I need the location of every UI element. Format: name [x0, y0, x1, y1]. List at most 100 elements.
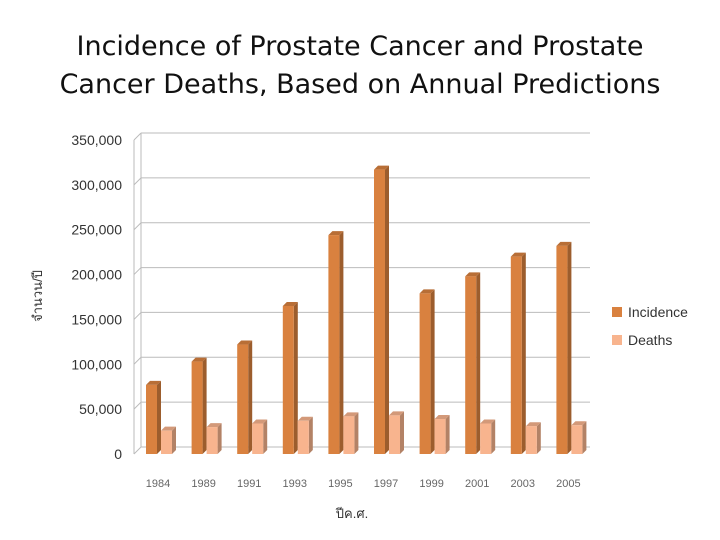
legend-item-deaths: Deaths — [612, 332, 672, 348]
bar-top — [419, 289, 435, 294]
bar-side — [536, 422, 541, 454]
bar-side — [202, 357, 207, 454]
bar-front — [374, 169, 385, 454]
bar-front — [282, 305, 294, 454]
bar-top — [252, 419, 268, 424]
legend-label: Incidence — [628, 304, 688, 320]
y-tick-label: 200,000 — [71, 267, 122, 283]
bar-side — [400, 411, 404, 454]
bar-side — [354, 412, 359, 454]
gridline-depth — [133, 312, 142, 320]
bar-side — [476, 272, 481, 454]
bar-side — [567, 241, 572, 454]
bar-side — [217, 423, 222, 454]
bar-front — [556, 245, 568, 454]
bar-top — [434, 415, 450, 420]
bar-front — [419, 293, 431, 454]
bar-deaths-1995 — [343, 412, 359, 454]
bar-side — [263, 419, 268, 454]
bar-front — [525, 426, 537, 454]
gridline-depth — [133, 222, 142, 231]
bar-front — [191, 361, 203, 454]
bar-side — [521, 252, 526, 454]
bar-front — [297, 420, 309, 454]
bar-top — [465, 272, 481, 277]
bar-top — [389, 411, 404, 416]
bar-top — [282, 301, 298, 306]
x-tick-label: 1984 — [146, 478, 170, 490]
bar-front — [206, 427, 218, 454]
bar-incidence-2001 — [465, 272, 481, 454]
legend-swatch — [612, 335, 622, 345]
bar-top — [480, 419, 496, 424]
x-tick-label: 1997 — [374, 478, 398, 490]
bar-top — [191, 357, 207, 362]
bar-front — [389, 415, 400, 454]
bar-incidence-2003 — [510, 252, 526, 454]
bar-incidence-1995 — [328, 231, 344, 454]
y-axis-label: จำนวน/ปี — [30, 270, 45, 322]
bar-front — [480, 423, 492, 454]
bar-top — [571, 421, 587, 426]
bar-incidence-1989 — [191, 357, 207, 454]
bar-side — [430, 289, 435, 454]
bar-deaths-1999 — [434, 415, 450, 454]
y-tick-label: 50,000 — [79, 401, 122, 417]
y-tick-label: 100,000 — [71, 356, 122, 372]
bar-side — [339, 231, 344, 454]
legend: Incidence Deaths — [612, 304, 688, 348]
bar-deaths-1989 — [206, 423, 222, 454]
bars — [146, 165, 587, 454]
bar-incidence-1997 — [374, 165, 389, 454]
bar-front — [510, 256, 522, 454]
bar-deaths-1991 — [252, 419, 268, 454]
x-tick-label: 2001 — [465, 478, 489, 490]
chart-title-line-2: Cancer Deaths, Based on Annual Predictio… — [59, 69, 661, 100]
bar-front — [237, 344, 249, 454]
y-tick-label: 0 — [114, 446, 122, 462]
bar-deaths-1984 — [161, 426, 176, 454]
x-tick-label: 1999 — [419, 478, 443, 490]
bar-side — [172, 426, 176, 454]
legend-label: Deaths — [628, 332, 672, 348]
bar-front — [343, 416, 355, 454]
x-axis-ticks: 1984 1989 1991 1993 1995 1997 1999 2001 2003 2005 — [146, 478, 581, 490]
bar-top — [328, 231, 344, 236]
chart-title: Incidence of Prostate Cancer and Prostat… — [0, 28, 720, 104]
bar-incidence-1999 — [419, 289, 435, 454]
y-tick-label: 350,000 — [71, 132, 122, 148]
bar-side — [445, 415, 450, 454]
bar-front — [252, 423, 264, 454]
bar-deaths-1997 — [389, 411, 404, 454]
x-tick-label: 1993 — [283, 478, 307, 490]
chart-title-line-1: Incidence of Prostate Cancer and Prostat… — [76, 31, 644, 62]
bar-deaths-2001 — [480, 419, 496, 454]
legend-swatch — [612, 307, 622, 317]
x-tick-label: 2005 — [556, 478, 580, 490]
bar-top — [525, 422, 541, 427]
y-tick-label: 250,000 — [71, 222, 122, 238]
bar-incidence-1993 — [282, 301, 298, 454]
bar-top — [297, 416, 313, 421]
bar-incidence-1984 — [146, 380, 161, 454]
x-tick-label: 1989 — [191, 478, 215, 490]
x-tick-label: 2003 — [511, 478, 535, 490]
bar-deaths-1993 — [297, 416, 313, 454]
bar-top — [146, 380, 161, 385]
bar-side — [157, 380, 161, 454]
bar-deaths-2005 — [571, 421, 587, 454]
x-tick-label: 1995 — [328, 478, 352, 490]
bar-side — [293, 301, 298, 454]
bar-side — [308, 416, 313, 454]
gridline-depth — [133, 177, 142, 186]
bar-front — [571, 425, 583, 454]
bar-top — [343, 412, 359, 417]
bar-front — [465, 276, 477, 454]
bar-side — [248, 340, 253, 454]
bar-side — [582, 421, 587, 454]
x-axis-label: ปีค.ศ. — [335, 506, 368, 521]
bar-side — [385, 165, 389, 454]
bar-side — [491, 419, 496, 454]
bar-front — [161, 430, 172, 454]
